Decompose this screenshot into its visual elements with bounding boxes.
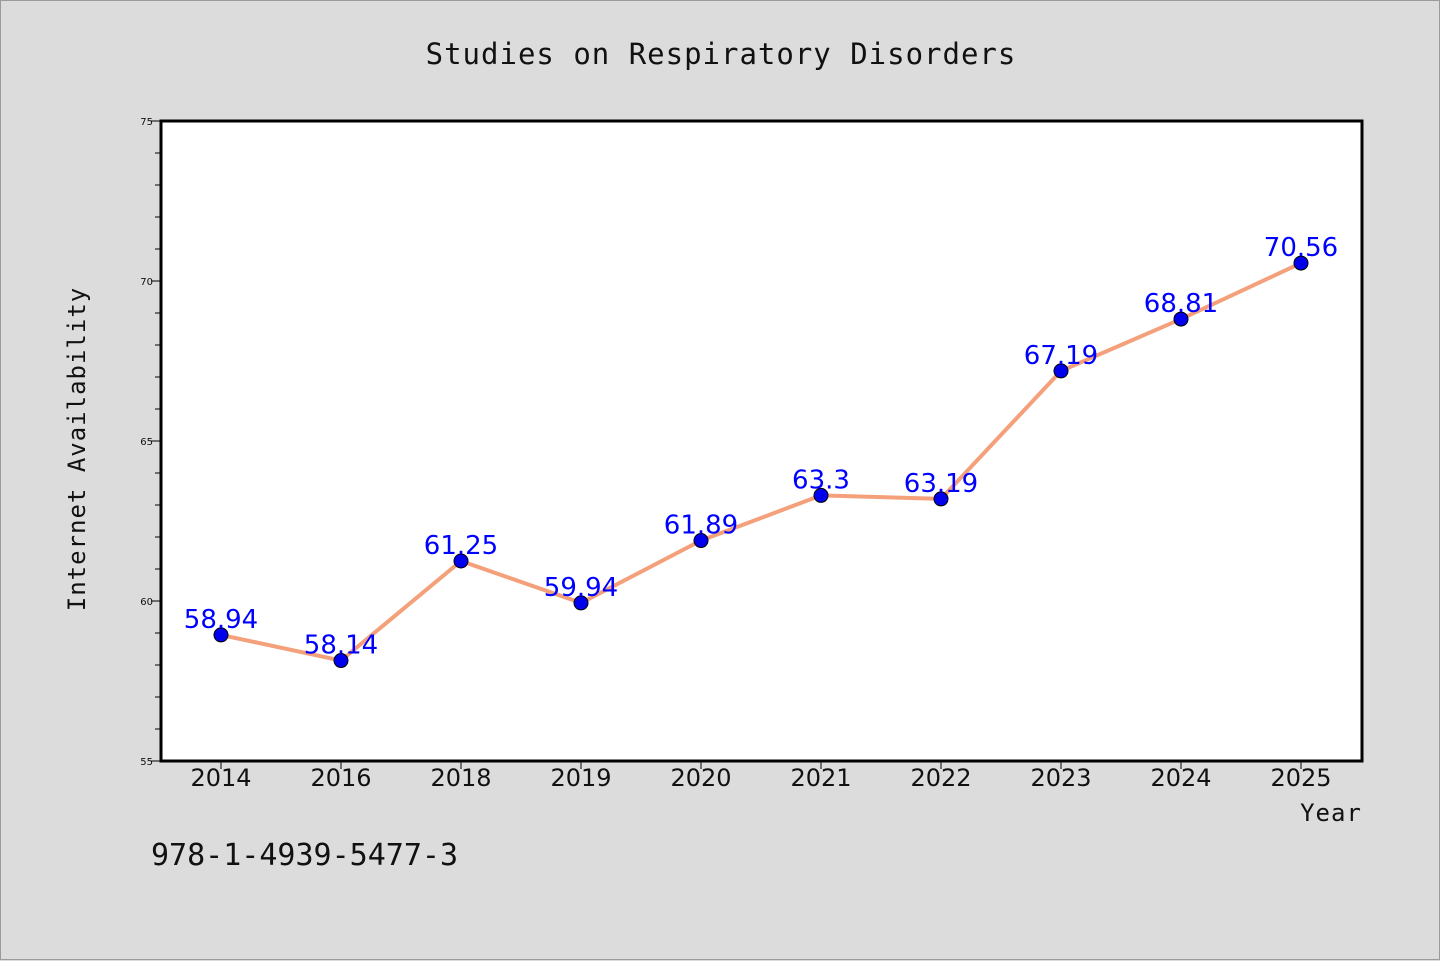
- data-label: 58.94: [184, 605, 258, 635]
- y-axis: 55 60 65 70 75: [140, 117, 161, 768]
- data-label: 68.81: [1144, 289, 1218, 319]
- isbn-text: 978-1-4939-5477-3: [151, 838, 458, 873]
- series-line: [220, 261, 1302, 663]
- data-point: [453, 553, 469, 569]
- x-tick-label: 2016: [310, 764, 371, 792]
- x-tick-label: 2022: [910, 764, 971, 792]
- data-label: 58.14: [304, 631, 378, 661]
- plot-area: [159, 119, 1364, 763]
- data-point: [933, 491, 949, 507]
- y-tick-label: 60: [140, 597, 153, 608]
- x-axis-label: Year: [1300, 799, 1362, 827]
- data-point: [1293, 255, 1309, 271]
- data-label: 63.19: [904, 469, 978, 499]
- data-point: [693, 533, 709, 549]
- x-tick-label: 2018: [430, 764, 491, 792]
- x-axis: 2014 2016 2018 2019 2020 2021 2022 2023 2024 2025: [190, 761, 1332, 792]
- chart-title: Studies on Respiratory Disorders: [426, 37, 1017, 71]
- data-label: 70.56: [1264, 233, 1338, 263]
- data-point: [213, 627, 229, 643]
- data-label: 61.89: [664, 511, 738, 541]
- y-tick-label: 75: [140, 117, 153, 128]
- x-tick-label: 2014: [190, 764, 251, 792]
- data-point: [1173, 311, 1189, 327]
- data-label: 63.3: [792, 465, 850, 495]
- x-tick-label: 2019: [550, 764, 611, 792]
- series-group: [213, 255, 1309, 669]
- data-labels-group: 58.94 58.14 61.25 59.94 61.89 63.3 63.19 67.19 6…: [184, 233, 1338, 660]
- data-label: 59.94: [544, 573, 618, 603]
- y-tick-label: 70: [140, 277, 153, 288]
- y-tick-label: 55: [140, 757, 153, 768]
- x-tick-label: 2025: [1270, 764, 1331, 792]
- y-tick-label: 65: [140, 437, 153, 448]
- data-point: [573, 595, 589, 611]
- data-point: [1053, 363, 1069, 379]
- data-label: 67.19: [1024, 341, 1098, 371]
- x-tick-label: 2020: [670, 764, 731, 792]
- x-tick-label: 2021: [790, 764, 851, 792]
- data-point: [813, 487, 829, 503]
- data-point: [333, 653, 349, 669]
- x-tick-label: 2023: [1030, 764, 1091, 792]
- y-axis-label: Internet Availability: [63, 287, 91, 611]
- x-tick-label: 2024: [1150, 764, 1211, 792]
- data-label: 61.25: [424, 531, 498, 561]
